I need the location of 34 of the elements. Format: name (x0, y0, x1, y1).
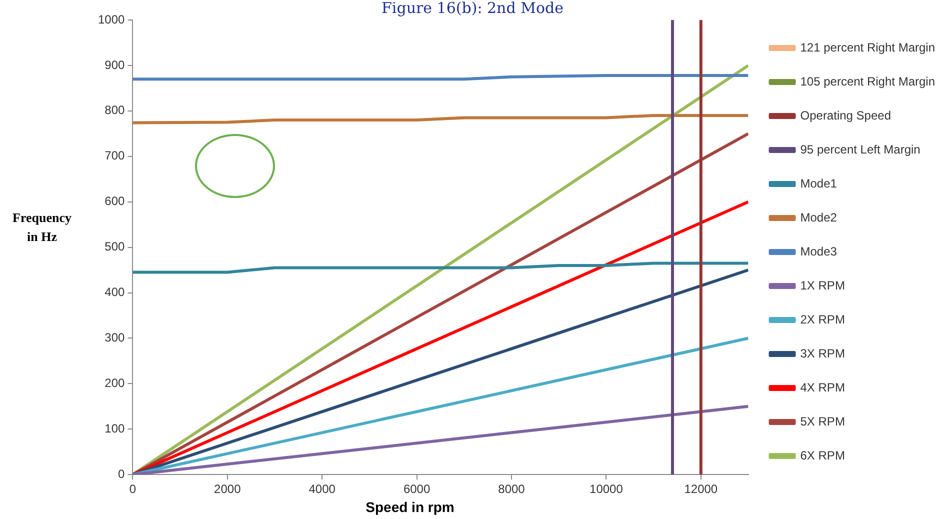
x-tick-label: 8000 (498, 482, 526, 496)
legend-label: 2X RPM (800, 312, 845, 326)
x-tick-label: 2000 (214, 482, 242, 496)
y-tick-label: 1000 (98, 12, 126, 26)
legend-label: 3X RPM (800, 346, 845, 360)
legend-label: 95 percent Left Margin (800, 142, 920, 156)
y-tick-label: 800 (104, 103, 126, 118)
x-tick-label: 10000 (590, 482, 624, 496)
y-tick-label: 100 (104, 421, 126, 436)
legend-label: Mode1 (800, 176, 838, 190)
y-tick-label: 300 (104, 330, 126, 345)
y-tick-label: 500 (104, 240, 126, 254)
y-tick-label: 0 (118, 466, 126, 481)
x-tick-label: 6000 (403, 482, 430, 496)
y-axis-title: Frequency in Hz (12, 209, 72, 246)
legend-label: 105 percent Right Margin (800, 74, 936, 88)
legend-label: 6X RPM (800, 448, 845, 462)
y-tick-label: 200 (104, 376, 126, 390)
legend-label: 1X RPM (800, 278, 845, 292)
x-tick-label: 12000 (684, 482, 718, 496)
legend-label: 4X RPM (800, 380, 845, 394)
x-axis-title: Speed in rpm (364, 499, 456, 515)
y-tick-label: 400 (104, 285, 126, 300)
legend-label: Operating Speed (800, 108, 891, 122)
legend-label: 5X RPM (800, 414, 845, 428)
legend-label: 121 percent Right Margin (800, 40, 936, 54)
x-tick-label: 0 (129, 482, 136, 496)
chart-title: Figure 16(b): 2nd Mode (382, 0, 564, 17)
legend-label: Mode2 (800, 210, 838, 224)
y-tick-label: 600 (104, 194, 126, 208)
legend-label: Mode3 (800, 244, 838, 258)
x-tick-label: 4000 (308, 482, 336, 496)
y-tick-label: 900 (104, 58, 126, 72)
y-tick-label: 700 (104, 148, 126, 163)
